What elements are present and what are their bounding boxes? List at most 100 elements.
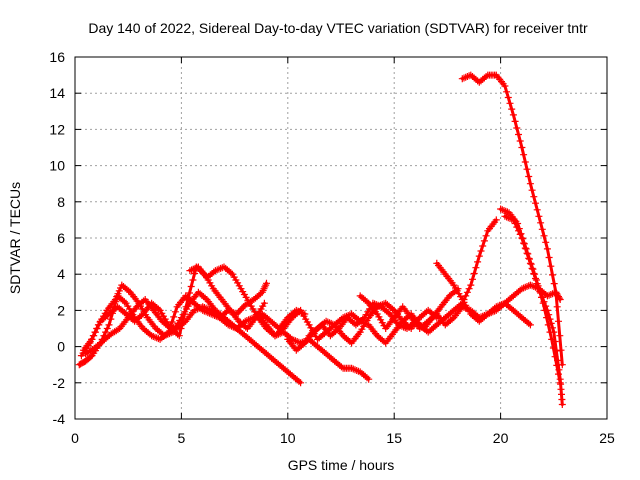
data-marker	[506, 215, 514, 222]
data-marker	[528, 282, 536, 290]
data-marker	[192, 306, 200, 314]
data-point	[322, 317, 330, 325]
data-point	[365, 375, 373, 383]
data-marker	[462, 73, 470, 81]
data-point	[492, 216, 500, 224]
data-marker	[511, 220, 519, 227]
data-marker	[201, 294, 209, 302]
data-marker	[162, 331, 170, 339]
data-marker	[547, 262, 555, 270]
data-point	[297, 379, 305, 387]
data-point	[263, 279, 270, 287]
data-marker	[293, 338, 301, 345]
data-marker	[533, 206, 541, 214]
data-point	[199, 303, 207, 311]
data-marker	[504, 214, 512, 222]
data-marker	[295, 308, 303, 316]
data-marker	[114, 326, 122, 334]
data-marker	[542, 302, 550, 310]
data-marker	[87, 353, 95, 361]
data-marker	[188, 266, 196, 274]
data-point	[543, 292, 551, 300]
data-point	[475, 252, 483, 260]
data-marker	[552, 347, 560, 355]
data-marker	[149, 333, 157, 340]
data-marker	[107, 315, 115, 323]
y-tick-label: 4	[57, 266, 65, 282]
y-tick-label: 0	[57, 339, 65, 355]
data-marker	[463, 288, 471, 296]
data-marker	[380, 338, 388, 345]
data-marker	[487, 309, 495, 317]
data-marker	[528, 264, 536, 272]
data-marker	[346, 311, 354, 319]
data-marker	[431, 312, 439, 319]
y-tick-label: -2	[53, 375, 66, 391]
series-line	[435, 261, 562, 323]
data-marker	[195, 304, 203, 312]
data-marker	[500, 207, 508, 214]
data-marker	[525, 254, 533, 262]
data-marker	[462, 292, 470, 300]
data-marker	[472, 264, 480, 272]
data-marker	[523, 165, 531, 173]
data-marker	[189, 265, 197, 273]
data-marker	[204, 305, 212, 313]
data-marker	[537, 219, 545, 227]
data-marker	[166, 330, 173, 338]
data-point	[458, 303, 466, 311]
data-marker	[520, 151, 528, 159]
data-marker	[358, 318, 366, 326]
data-marker	[189, 276, 197, 284]
data-marker	[341, 313, 349, 321]
data-marker	[180, 310, 188, 318]
y-tick-label: 16	[49, 49, 65, 65]
data-point	[501, 82, 509, 90]
x-axis-label: GPS time / hours	[288, 457, 395, 473]
data-marker	[401, 324, 409, 332]
data-marker	[353, 367, 361, 374]
data-marker	[480, 237, 488, 245]
data-marker	[530, 270, 538, 277]
data-marker	[545, 311, 553, 319]
data-point	[105, 321, 113, 329]
data-marker	[555, 366, 563, 374]
data-marker	[557, 346, 565, 354]
chart-title: Day 140 of 2022, Sidereal Day-to-day VTE…	[88, 20, 588, 36]
data-marker	[102, 328, 110, 336]
data-point	[509, 216, 517, 224]
data-marker	[95, 321, 103, 329]
data-marker	[363, 374, 371, 382]
data-marker	[274, 323, 282, 331]
series-13	[501, 212, 566, 408]
data-marker	[343, 312, 350, 320]
axis-ticks: 0 5 10 15 20 25 -4 -2 0 2 4 6 8 10 12 14 16	[49, 49, 615, 446]
series-3	[80, 299, 309, 354]
data-marker	[363, 298, 371, 306]
data-marker	[540, 232, 548, 240]
data-marker	[186, 289, 193, 297]
data-point	[186, 267, 194, 275]
data-point	[558, 361, 566, 369]
data-marker	[525, 319, 533, 327]
data-marker	[137, 312, 145, 319]
data-marker	[346, 338, 354, 345]
data-marker	[503, 88, 511, 96]
x-tick-label: 10	[280, 430, 296, 446]
data-marker	[503, 213, 511, 221]
data-marker	[545, 254, 553, 261]
data-marker	[530, 193, 538, 201]
data-marker	[516, 137, 524, 145]
data-marker	[520, 239, 528, 247]
data-marker	[502, 207, 510, 215]
data-marker	[125, 287, 133, 295]
data-marker	[372, 301, 380, 309]
data-point	[526, 180, 534, 188]
data-marker	[226, 322, 234, 330]
data-point	[184, 296, 192, 303]
data-point	[543, 245, 551, 253]
data-point	[543, 306, 551, 314]
data-marker	[533, 280, 541, 288]
data-marker	[215, 265, 223, 273]
